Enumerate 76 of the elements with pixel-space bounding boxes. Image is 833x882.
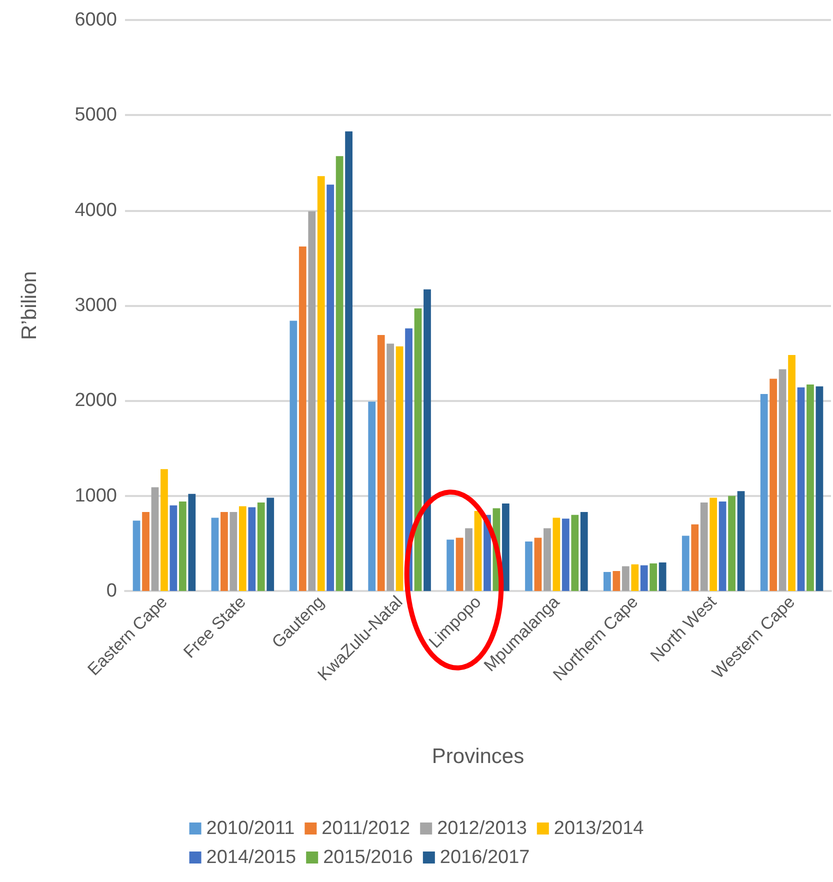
bar	[336, 156, 344, 591]
bar	[728, 496, 736, 591]
bar	[474, 511, 482, 591]
legend-label: 2013/2014	[554, 818, 644, 839]
y-tick-label: 2000	[74, 390, 117, 412]
bar	[170, 505, 178, 591]
legend-label: 2011/2012	[322, 818, 410, 839]
y-tick-label: 3000	[74, 295, 117, 316]
bar	[650, 563, 658, 591]
bar	[760, 394, 768, 591]
bar	[631, 564, 639, 591]
y-tick-label: 6000	[74, 10, 117, 30]
bar	[345, 131, 352, 591]
bar	[142, 512, 150, 591]
bar	[718, 502, 726, 591]
legend-label: 2012/2013	[437, 818, 527, 839]
bar	[534, 538, 542, 591]
bar	[622, 566, 630, 591]
bar	[386, 344, 394, 591]
bar	[424, 289, 431, 591]
bar	[788, 354, 796, 591]
bar	[658, 562, 666, 591]
bar	[571, 514, 579, 591]
bar	[248, 507, 256, 591]
bar	[290, 320, 298, 591]
legend-label: 2016/2017	[440, 847, 530, 868]
bar	[220, 512, 228, 591]
bar	[238, 506, 246, 591]
bar	[552, 518, 560, 591]
bar	[368, 402, 376, 591]
bar	[396, 346, 404, 591]
bar	[317, 176, 325, 591]
bar	[580, 512, 588, 591]
bar	[691, 524, 699, 591]
bar	[160, 469, 168, 591]
bar	[612, 571, 620, 591]
bar	[414, 308, 422, 591]
bar	[377, 335, 385, 591]
bar	[446, 540, 454, 591]
y-tick-label: 4000	[74, 200, 117, 221]
y-tick-label: 0	[106, 580, 117, 602]
bar	[266, 498, 274, 591]
bar	[132, 520, 140, 591]
bar	[326, 184, 334, 591]
bar	[770, 378, 778, 591]
bar	[816, 386, 824, 591]
bar	[682, 536, 690, 591]
bar	[525, 542, 532, 591]
bar	[700, 502, 708, 591]
bar	[797, 387, 805, 591]
bar	[456, 538, 464, 591]
bar	[502, 503, 510, 591]
legend-label: 2014/2015	[206, 847, 296, 868]
bar	[465, 528, 472, 591]
bar	[778, 369, 786, 591]
bar	[710, 498, 718, 591]
bar	[544, 528, 551, 591]
x-axis-title: Provinces	[432, 745, 524, 768]
bar	[257, 502, 265, 591]
bar	[308, 211, 316, 591]
bar	[737, 491, 745, 591]
bar	[151, 487, 159, 591]
bar	[640, 565, 648, 591]
bar	[230, 512, 238, 591]
y-axis-title: R’bilion	[18, 271, 41, 340]
bar	[806, 384, 814, 591]
bar	[178, 502, 186, 591]
legend-label: 2010/2011	[206, 818, 295, 839]
bar	[188, 494, 196, 591]
bar	[562, 518, 570, 591]
legend-label: 2015/2016	[323, 847, 413, 868]
bar	[211, 518, 219, 591]
y-tick-label: 5000	[74, 104, 117, 126]
y-tick-label: 1000	[74, 485, 117, 506]
bar	[298, 246, 306, 591]
bar	[604, 572, 611, 591]
